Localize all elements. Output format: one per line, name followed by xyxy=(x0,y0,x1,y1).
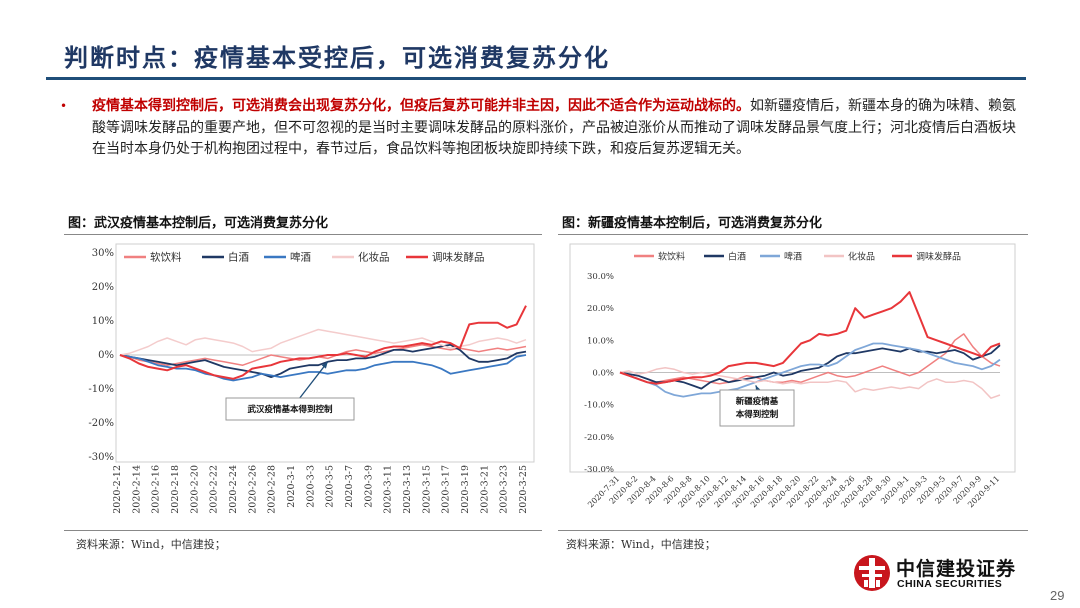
right-chart-legend-label: 啤酒 xyxy=(784,251,802,263)
left-chart-legend-label: 软饮料 xyxy=(150,251,182,264)
left-chart-legend-label: 白酒 xyxy=(228,251,249,264)
left-chart-series-2-line xyxy=(119,354,527,382)
right-figure-title: 图：新疆疫情基本控制后，可选消费复苏分化 xyxy=(562,216,823,231)
left-chart-ytick-label: -30% xyxy=(88,452,114,463)
logo-mark-icon xyxy=(854,555,890,591)
bullet-paragraph: 疫情基本得到控制后，可选消费会出现复苏分化，但疫后复苏可能并非主因，因此不适合作… xyxy=(92,96,1027,161)
left-chart-annotation-arrowhead xyxy=(321,361,328,369)
left-chart-xtick-label: 2020-2-12 xyxy=(112,465,123,514)
right-chart-legend-label: 白酒 xyxy=(728,251,746,263)
bullet-body-text: 如新疆疫情后，新疆本身的确为味精、赖氨酸等调味发酵品的重要产地，但不可忽视的是当… xyxy=(92,98,1016,157)
left-chart-xtick-label: 2020-3-17 xyxy=(441,465,452,514)
right-chart-ytick-label: -20.0% xyxy=(584,433,614,443)
left-chart-series-4-line xyxy=(119,305,527,380)
left-chart-ytick-label: 0% xyxy=(98,350,114,361)
right-chart-ytick-label: 10.0% xyxy=(587,336,614,346)
left-chart-xtick-label: 2020-3-3 xyxy=(305,465,316,508)
left-chart-ytick-label: 10% xyxy=(92,316,114,327)
left-chart-plot-frame xyxy=(115,243,535,463)
left-figure-title-rule xyxy=(64,234,542,235)
right-chart-series-1-line xyxy=(619,344,1001,390)
right-chart-ytick-label: -30.0% xyxy=(584,465,614,475)
right-chart-ytick-label: 30.0% xyxy=(587,272,614,282)
left-figure-source: 资料来源：Wind，中信建投； xyxy=(76,538,226,551)
page-title: 判断时点：疫情基本受控后，可选消费复苏分化 xyxy=(64,43,610,72)
left-figure-bottom-rule xyxy=(64,530,542,531)
bullet-highlight-text: 疫情基本得到控制后，可选消费会出现复苏分化，但疫后复苏可能并非主因，因此不适合作… xyxy=(92,98,750,114)
left-chart-xtick-label: 2020-3-13 xyxy=(402,465,413,514)
right-chart-annotation-text-line1: 新疆疫情基 xyxy=(736,396,779,407)
left-chart-ytick-label: -10% xyxy=(88,384,114,395)
left-chart-xtick-label: 2020-3-1 xyxy=(286,465,297,508)
left-chart-xtick-label: 2020-3-9 xyxy=(363,465,374,508)
left-chart-xtick-label: 2020-2-28 xyxy=(267,465,278,514)
right-figure-title-rule xyxy=(558,234,1028,235)
left-chart-xtick-label: 2020-3-25 xyxy=(518,465,529,514)
left-chart-annotation-arrow xyxy=(298,361,329,400)
wuhan-chart: -30% -20% -10% 0% 10% 20% 30% 2020-2-12 2020-2-1… xyxy=(88,243,535,514)
left-chart-ytick-label: 30% xyxy=(92,248,114,259)
logo-en-text: CHINA SECURITIES xyxy=(897,578,1003,590)
left-chart-xtick-label: 2020-3-19 xyxy=(460,465,471,514)
right-chart-ytick-label: -10.0% xyxy=(584,401,614,411)
left-chart-xtick-label: 2020-2-18 xyxy=(170,465,181,514)
right-chart-annotation-text-line2: 本得到控制 xyxy=(736,409,779,420)
left-chart-xtick-label: 2020-2-20 xyxy=(189,465,200,514)
right-chart-series-2-line xyxy=(619,342,1001,398)
left-chart-legend-label: 化妆品 xyxy=(358,251,390,264)
left-chart-xtick-label: 2020-2-22 xyxy=(209,465,220,514)
xinjiang-chart: -30.0%-20.0%-10.0%0.0%10.0%20.0%30.0%202… xyxy=(569,243,1016,509)
left-chart-xtick-label: 2020-3-11 xyxy=(383,465,394,514)
left-chart-xtick-label: 2020-2-14 xyxy=(131,465,142,514)
left-figure-title: 图：武汉疫情基本控制后，可选消费复苏分化 xyxy=(68,216,329,231)
left-chart-xtick-label: 2020-3-15 xyxy=(421,465,432,514)
left-chart-annotation-box xyxy=(225,397,355,421)
left-chart-legend-label: 调味发酵品 xyxy=(432,251,485,264)
left-chart-legend-label: 啤酒 xyxy=(290,251,311,264)
right-chart-series-0-line xyxy=(619,333,1001,385)
company-logo: 中信建投证券 CHINA SECURITIES xyxy=(850,552,1030,594)
right-chart-ytick-label: 20.0% xyxy=(587,304,614,314)
right-chart-series-4-line xyxy=(619,291,1001,385)
left-chart-ytick-label: 20% xyxy=(92,282,114,293)
left-chart-series-1-line xyxy=(119,343,527,379)
left-chart-xtick-label: 2020-3-23 xyxy=(499,465,510,514)
right-chart-legend-label: 调味发酵品 xyxy=(916,251,961,263)
left-chart-xtick-label: 2020-2-24 xyxy=(228,465,239,514)
left-chart-xtick-label: 2020-3-21 xyxy=(479,465,490,514)
right-chart-legend-label: 化妆品 xyxy=(848,251,875,263)
right-figure-source: 资料来源：Wind，中信建投； xyxy=(566,538,716,551)
right-chart-plot-frame xyxy=(569,243,1016,473)
left-chart-xtick-label: 2020-2-26 xyxy=(247,465,258,514)
right-chart-series-3-line xyxy=(619,366,1001,399)
left-chart-xtick-label: 2020-3-5 xyxy=(325,465,336,508)
right-figure-bottom-rule xyxy=(558,530,1028,531)
bullet-marker: • xyxy=(60,99,68,113)
left-chart-ytick-label: -20% xyxy=(88,418,114,429)
left-chart-annotation-text: 武汉疫情基本得到控制 xyxy=(247,404,333,415)
page-number: 29 xyxy=(1050,588,1065,603)
right-chart-legend-label: 软饮料 xyxy=(658,251,685,263)
title-rule xyxy=(46,77,1026,80)
left-chart-xtick-label: 2020-3-7 xyxy=(344,465,355,508)
right-chart-annotation-box xyxy=(719,389,795,427)
left-chart-xtick-label: 2020-2-16 xyxy=(151,465,162,514)
logo-cn-text: 中信建投证券 xyxy=(896,558,1017,580)
right-chart-ytick-label: 0.0% xyxy=(592,369,614,379)
